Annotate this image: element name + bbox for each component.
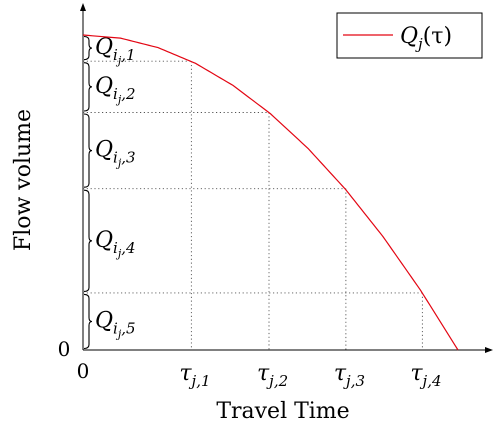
brace-5 xyxy=(83,293,93,350)
legend-label-sub: j xyxy=(415,35,423,53)
legend-label-main: Q xyxy=(400,24,418,49)
x-axis-arrowhead xyxy=(485,347,493,353)
brace-label-3: Qij,3 xyxy=(95,138,136,170)
x-axis-title: Travel Time xyxy=(216,399,349,424)
x-origin-label: 0 xyxy=(77,359,90,383)
series-line-1 xyxy=(82,34,459,351)
series-layer xyxy=(82,34,459,351)
brace-label-2: Qij,2 xyxy=(95,74,136,106)
x-tick-label-4: τj,4 xyxy=(410,361,441,390)
guide-lines xyxy=(83,60,423,350)
legend: Qj(τ) xyxy=(336,12,483,59)
legend-label: Qj(τ) xyxy=(400,24,452,53)
brace-group: Qij,1 Qij,2 Qij,3 Qij,4 Qij,5 xyxy=(83,35,136,350)
x-tick-labels: τj,1 τj,2 τj,3 τj,4 xyxy=(179,361,441,390)
brace-label-4: Qij,4 xyxy=(95,228,136,260)
brace-3 xyxy=(83,113,93,188)
brace-1 xyxy=(83,35,93,61)
legend-label-arg: (τ) xyxy=(423,24,452,49)
brace-label-5: Qij,5 xyxy=(95,308,136,340)
y-axis-arrowhead xyxy=(80,3,86,11)
x-tick-label-3: τj,3 xyxy=(334,361,365,390)
y-origin-label: 0 xyxy=(58,337,71,361)
x-tick-label-1: τj,1 xyxy=(179,361,210,390)
brace-label-1: Qij,1 xyxy=(95,35,136,67)
y-axis-title: Flow volume xyxy=(11,109,36,251)
x-tick-label-2: τj,2 xyxy=(257,361,288,390)
brace-2 xyxy=(83,62,93,112)
brace-4 xyxy=(83,189,93,293)
